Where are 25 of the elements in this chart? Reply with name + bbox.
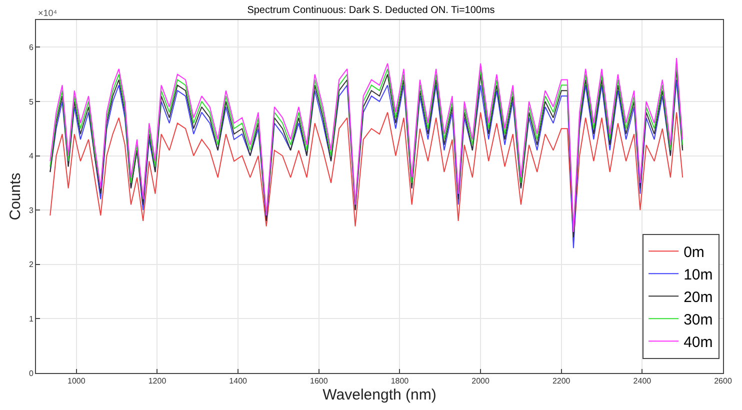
- x-tick-label: 1400: [229, 376, 248, 386]
- legend-label: 40m: [684, 334, 713, 351]
- y-tick-label: 2: [28, 260, 34, 270]
- y-tick-label: 4: [28, 152, 34, 161]
- x-tick-label: 1600: [310, 376, 328, 386]
- y-tick-label: 5: [28, 97, 34, 106]
- y-tick-label: 6: [28, 42, 34, 52]
- x-tick-label: 1800: [390, 376, 410, 386]
- y-tick-label: 3: [28, 206, 34, 215]
- legend-label: 20m: [684, 288, 713, 306]
- x-tick-label: 2200: [552, 376, 571, 386]
- legend-label: 10m: [684, 266, 713, 284]
- legend-label: 30m: [684, 311, 713, 328]
- x-tick-label: 2600: [714, 376, 732, 386]
- chart-title: Spectrum Continuous: Dark S. Deducted ON. Ti=100ms: [247, 5, 495, 16]
- x-tick-label: 1000: [68, 376, 86, 386]
- y-tick-label: 1: [28, 314, 34, 324]
- y-tick-label: 0: [28, 368, 34, 378]
- x-tick-label: 2000: [472, 376, 490, 386]
- legend-label: 0m: [684, 244, 704, 261]
- x-tick-label: 1200: [148, 376, 167, 386]
- x-tick-label: 2400: [633, 376, 652, 386]
- x-axis-title: Wavelength (nm): [322, 386, 436, 404]
- text: ×10⁴: [38, 8, 58, 18]
- y-axis-title: Counts: [7, 172, 24, 220]
